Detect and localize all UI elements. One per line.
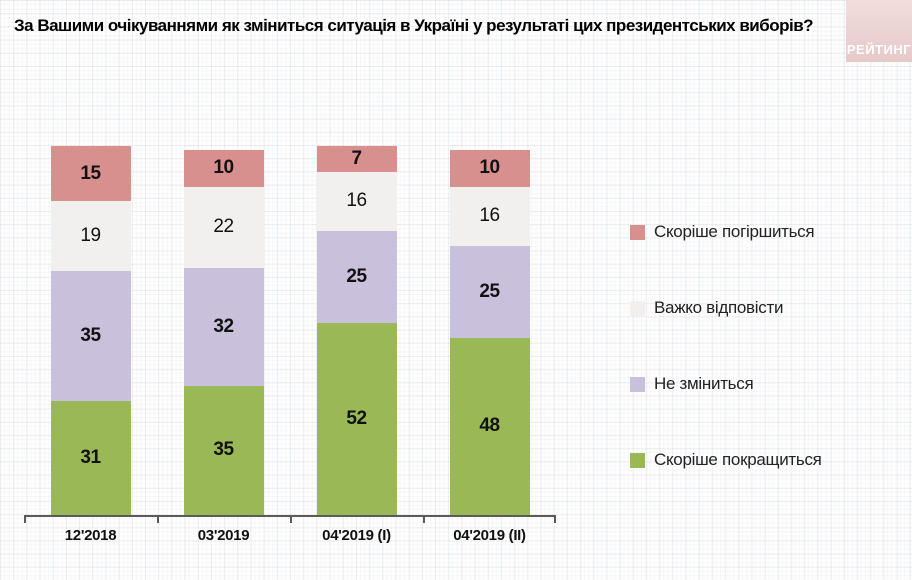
x-axis-tick	[554, 516, 556, 523]
legend-swatch	[630, 452, 645, 468]
legend-swatch	[630, 300, 645, 316]
legend-swatch	[630, 376, 645, 392]
segment-value-label: 7	[351, 147, 362, 169]
legend-item: Скоріше покращиться	[630, 450, 822, 470]
segment-value-label: 48	[479, 415, 500, 437]
segment-value-label: 10	[479, 157, 500, 179]
x-axis-category-label: 03'2019	[197, 527, 250, 544]
bar-segment: 52	[316, 323, 397, 515]
bar-segment: 25	[449, 245, 530, 338]
segment-value-label: 31	[80, 446, 101, 468]
segment-value-label: 19	[80, 225, 101, 247]
segment-value-label: 32	[213, 315, 234, 337]
bar-segment: 7	[316, 146, 397, 172]
bar-segment: 35	[50, 271, 131, 401]
legend-item: Важко відповісти	[630, 298, 783, 318]
x-axis-tick	[423, 516, 425, 523]
x-axis-category-label: 12'2018	[64, 527, 117, 544]
segment-value-label: 35	[213, 439, 234, 461]
stacked-bar: 52 25 16 7	[316, 146, 397, 515]
stacked-bar: 35 32 22 10	[183, 149, 264, 515]
bar-segment: 25	[316, 230, 397, 324]
x-axis-tick	[157, 516, 159, 523]
x-axis-category-label: 04'2019 (I)	[322, 527, 391, 544]
stacked-bar: 31 35 19 15	[50, 146, 131, 515]
legend-label: Важко відповісти	[654, 298, 784, 317]
bar-segment: 10	[449, 149, 530, 187]
plot-area: 31 35 19 15 12'2018 35 32 22 10 03'2019 52 25 16 7 04'…	[24, 140, 556, 544]
rating-logo-text: РЕЙТИНГ	[846, 42, 912, 57]
legend-item: Скоріше погіршиться	[630, 222, 815, 242]
bar-segment: 10	[183, 149, 264, 187]
legend-item: Не зміниться	[630, 374, 754, 394]
segment-value-label: 16	[346, 190, 367, 212]
bar-segment: 16	[449, 186, 530, 246]
segment-value-label: 22	[213, 216, 234, 238]
legend-label: Скоріше покращиться	[654, 450, 822, 469]
segment-value-label: 35	[80, 325, 101, 347]
segment-value-label: 10	[213, 157, 234, 179]
bar-segment: 32	[183, 267, 264, 386]
segment-value-label: 52	[346, 408, 367, 430]
legend-swatch	[630, 224, 645, 240]
segment-value-label: 16	[479, 205, 500, 227]
bar-segment: 35	[183, 385, 264, 515]
chart-title: За Вашими очікуваннями як зміниться ситу…	[14, 16, 814, 35]
bar-segment: 31	[50, 400, 131, 515]
bar-segment: 16	[316, 171, 397, 231]
legend-label: Скоріше погіршиться	[654, 222, 815, 241]
x-axis-tick	[24, 516, 26, 523]
stacked-bar: 48 25 16 10	[449, 149, 530, 515]
rating-group-logo: РЕЙТИНГ	[846, 0, 912, 62]
segment-value-label: 15	[80, 162, 101, 184]
x-axis-tick	[290, 516, 292, 523]
bar-segment: 19	[50, 201, 131, 272]
bar-segment: 22	[183, 186, 264, 268]
legend-label: Не зміниться	[654, 374, 754, 393]
x-axis-category-label: 04'2019 (II)	[453, 527, 526, 544]
bar-segment: 15	[50, 146, 131, 202]
segment-value-label: 25	[346, 266, 367, 287]
bar-segment: 48	[449, 337, 530, 515]
segment-value-label: 25	[479, 280, 500, 302]
